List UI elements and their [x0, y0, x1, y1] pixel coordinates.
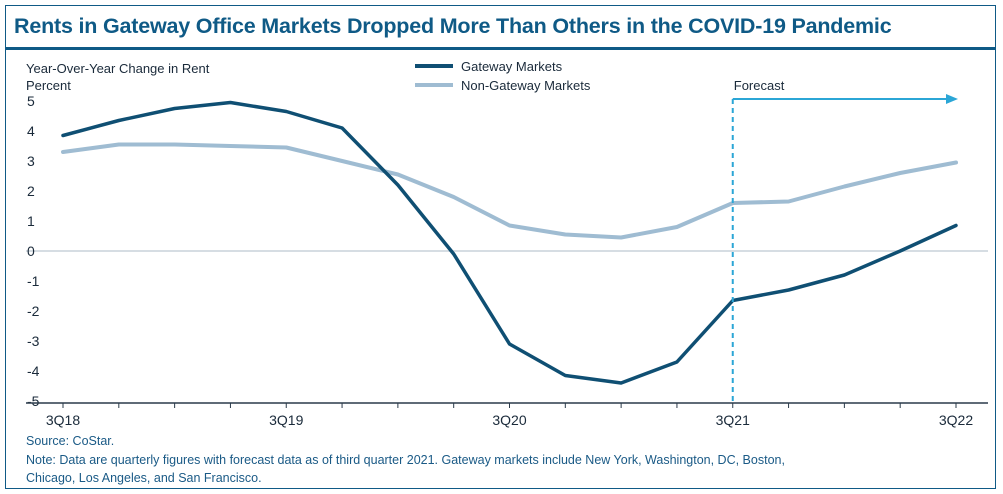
- y-tick-label: 1: [27, 213, 35, 229]
- series-layer: [61, 100, 958, 385]
- chart-title: Rents in Gateway Office Markets Dropped …: [14, 14, 892, 38]
- footnote-line-2: Chicago, Los Angeles, and San Francisco.: [26, 471, 262, 485]
- legend-label-gateway: Gateway Markets: [461, 59, 563, 74]
- y-tick-label: -1: [27, 273, 40, 289]
- y-axis-unit: Percent: [26, 78, 71, 93]
- x-tick-label: 3Q20: [492, 412, 526, 428]
- y-tick-label: 3: [27, 153, 35, 169]
- forecast-arrow-head-icon: [946, 94, 958, 104]
- x-tick-label: 3Q19: [269, 412, 303, 428]
- x-tick-label: 3Q21: [716, 412, 750, 428]
- legend-label-non-gateway: Non-Gateway Markets: [461, 78, 591, 93]
- y-tick-label: -5: [27, 393, 40, 409]
- legend: Gateway Markets Non-Gateway Markets: [415, 59, 591, 93]
- forecast-label: Forecast: [734, 78, 785, 93]
- y-tick-label: -2: [27, 303, 40, 319]
- footnote-line-1: Note: Data are quarterly figures with fo…: [26, 453, 785, 467]
- forecast-marker: Forecast: [731, 78, 958, 403]
- y-tick-label: 5: [27, 93, 35, 109]
- title-rule: [6, 47, 995, 50]
- y-tick-label: -4: [27, 363, 40, 379]
- y-tick-label: 0: [27, 243, 35, 259]
- y-tick-label: 4: [27, 123, 35, 139]
- series-line-gateway: [61, 100, 958, 385]
- y-axis-title: Year-Over-Year Change in Rent: [26, 61, 210, 76]
- y-tick-label: -3: [27, 333, 40, 349]
- chart-frame: [5, 5, 996, 489]
- x-tick-label: 3Q22: [939, 412, 973, 428]
- series-line-non-gateway: [61, 142, 958, 240]
- y-tick-label: 2: [27, 183, 35, 199]
- source-note: Source: CoStar.: [26, 434, 115, 448]
- x-tick-label: 3Q18: [46, 412, 80, 428]
